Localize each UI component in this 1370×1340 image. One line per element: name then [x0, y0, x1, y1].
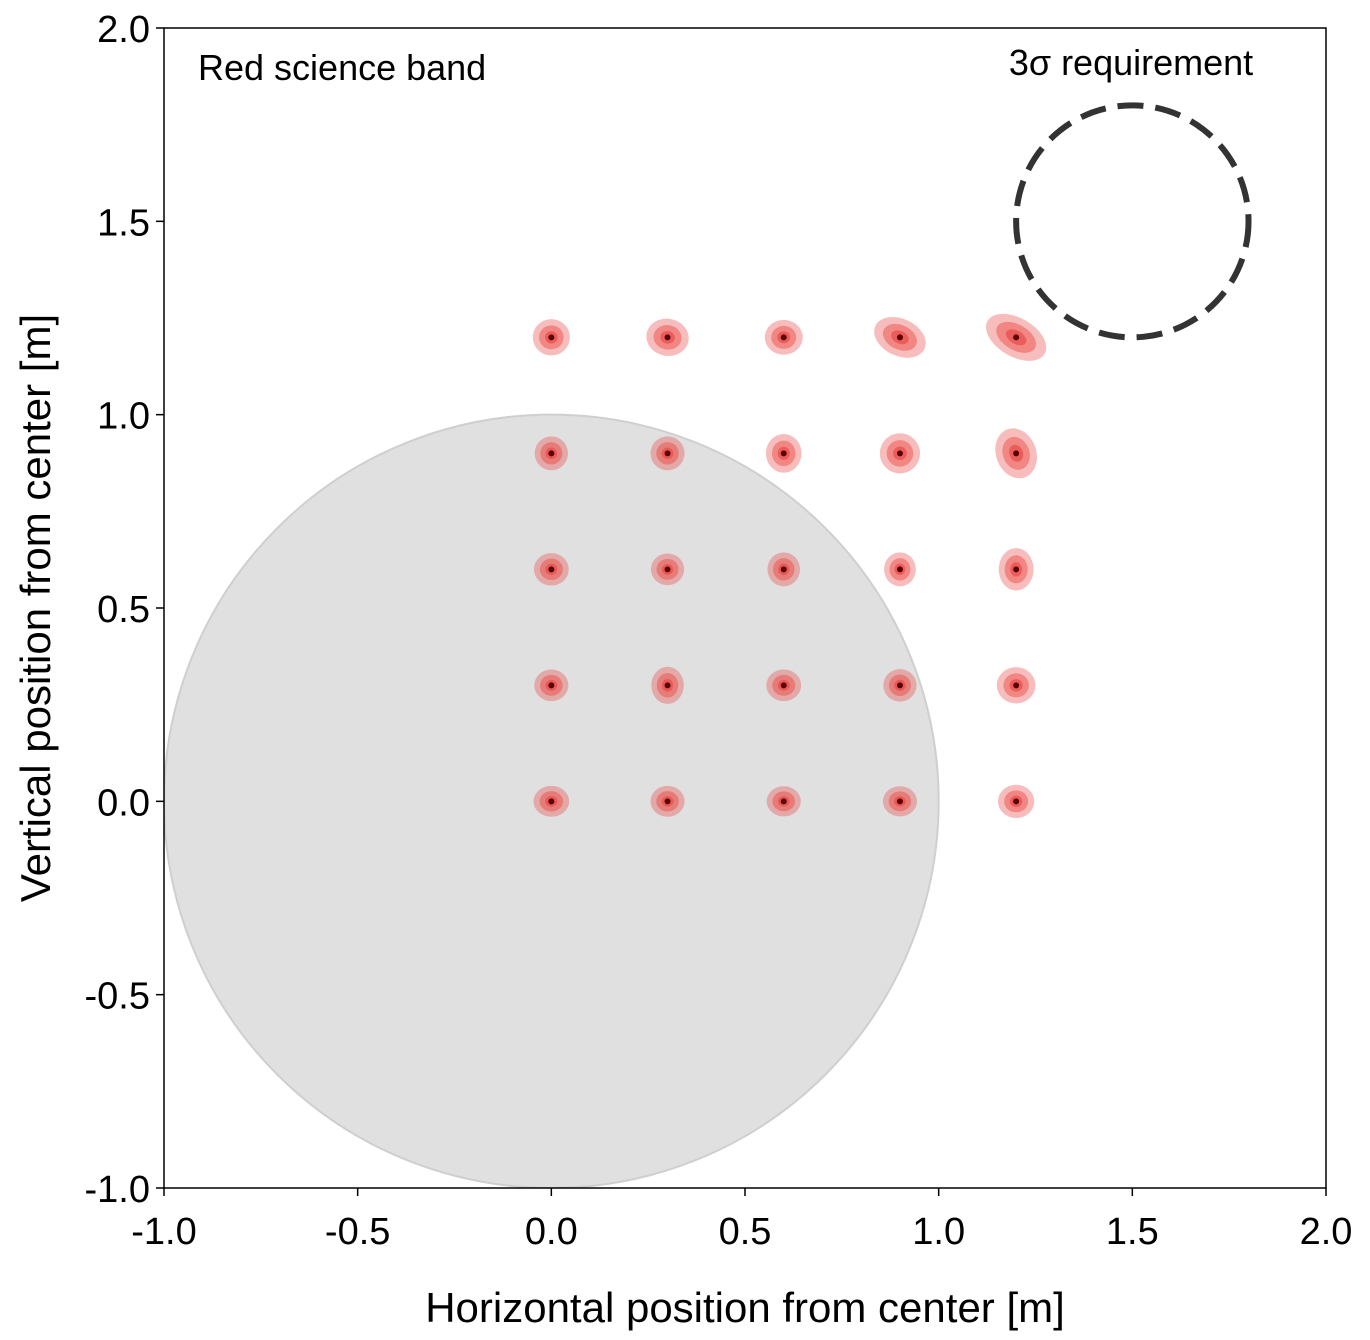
x-tick-label: 1.0 — [912, 1211, 965, 1253]
centroid-point — [664, 566, 671, 573]
x-tick-label: -1.0 — [131, 1211, 196, 1253]
centroid-point — [780, 334, 787, 341]
data-point — [766, 669, 802, 702]
data-point — [883, 669, 917, 702]
y-tick-label: 1.5 — [97, 202, 150, 244]
data-point — [534, 669, 569, 702]
centroid-point — [896, 566, 903, 573]
centroid-point — [548, 798, 555, 805]
data-point — [995, 428, 1037, 479]
requirement-circle — [1013, 102, 1252, 341]
y-tick-label: 1.0 — [97, 396, 150, 438]
plot-area — [164, 102, 1252, 1188]
centroid-point — [780, 566, 787, 573]
centroid-point — [664, 334, 671, 341]
centroid-point — [1013, 334, 1020, 341]
centroid-point — [548, 566, 555, 573]
data-point — [650, 436, 685, 471]
centroid-point — [896, 682, 903, 689]
data-point — [879, 433, 921, 474]
y-axis-label: Vertical position from center [m] — [12, 314, 59, 902]
centroid-point — [548, 450, 555, 457]
data-point — [765, 434, 802, 473]
data-point — [998, 548, 1034, 591]
y-tick-label: -0.5 — [85, 976, 150, 1018]
data-point — [996, 667, 1036, 704]
data-point — [532, 319, 570, 356]
data-point — [651, 666, 684, 704]
x-tick-label: 0.5 — [719, 1211, 772, 1253]
data-point — [646, 318, 689, 356]
centroid-point — [664, 682, 671, 689]
band-label: Red science band — [198, 47, 486, 88]
data-point — [650, 553, 685, 586]
centroid-point — [896, 334, 903, 341]
y-tick-label: 0.0 — [97, 782, 150, 824]
y-tick-label: 0.5 — [97, 589, 150, 631]
data-point — [650, 785, 685, 817]
centroid-point — [548, 682, 555, 689]
data-point — [997, 784, 1035, 818]
requirement-label: 3σ requirement — [1009, 42, 1253, 83]
data-point — [882, 786, 917, 817]
data-point — [874, 316, 926, 358]
centroid-point — [1013, 798, 1020, 805]
y-tick-label: 2.0 — [97, 9, 150, 51]
data-point — [764, 319, 803, 355]
data-point — [766, 786, 801, 817]
centroid-point — [780, 682, 787, 689]
centroid-point — [896, 450, 903, 457]
centroid-point — [896, 798, 903, 805]
centroid-point — [664, 450, 671, 457]
data-point — [767, 552, 801, 587]
x-axis-label: Horizontal position from center [m] — [425, 1284, 1065, 1331]
centroid-point — [1013, 450, 1020, 457]
centroid-point — [1013, 682, 1020, 689]
centroid-point — [780, 798, 787, 805]
centroid-point — [780, 450, 787, 457]
data-point — [533, 553, 569, 586]
x-tick-label: -0.5 — [325, 1211, 390, 1253]
axis-ticks: -1.0 -0.5 0.0 0.5 1.0 1.5 2.0 -1.0 -0.5 0.0 0.5 1.0… — [85, 9, 1353, 1253]
data-point — [533, 785, 570, 817]
centroid-point — [548, 334, 555, 341]
data-point — [534, 436, 568, 471]
centroid-point — [1013, 566, 1020, 573]
centroid-point — [664, 798, 671, 805]
data-point — [986, 313, 1047, 361]
y-tick-label: -1.0 — [85, 1169, 150, 1211]
x-tick-label: 2.0 — [1300, 1211, 1353, 1253]
x-tick-label: 0.0 — [525, 1211, 578, 1253]
data-point — [884, 552, 916, 587]
x-tick-label: 1.5 — [1106, 1211, 1159, 1253]
